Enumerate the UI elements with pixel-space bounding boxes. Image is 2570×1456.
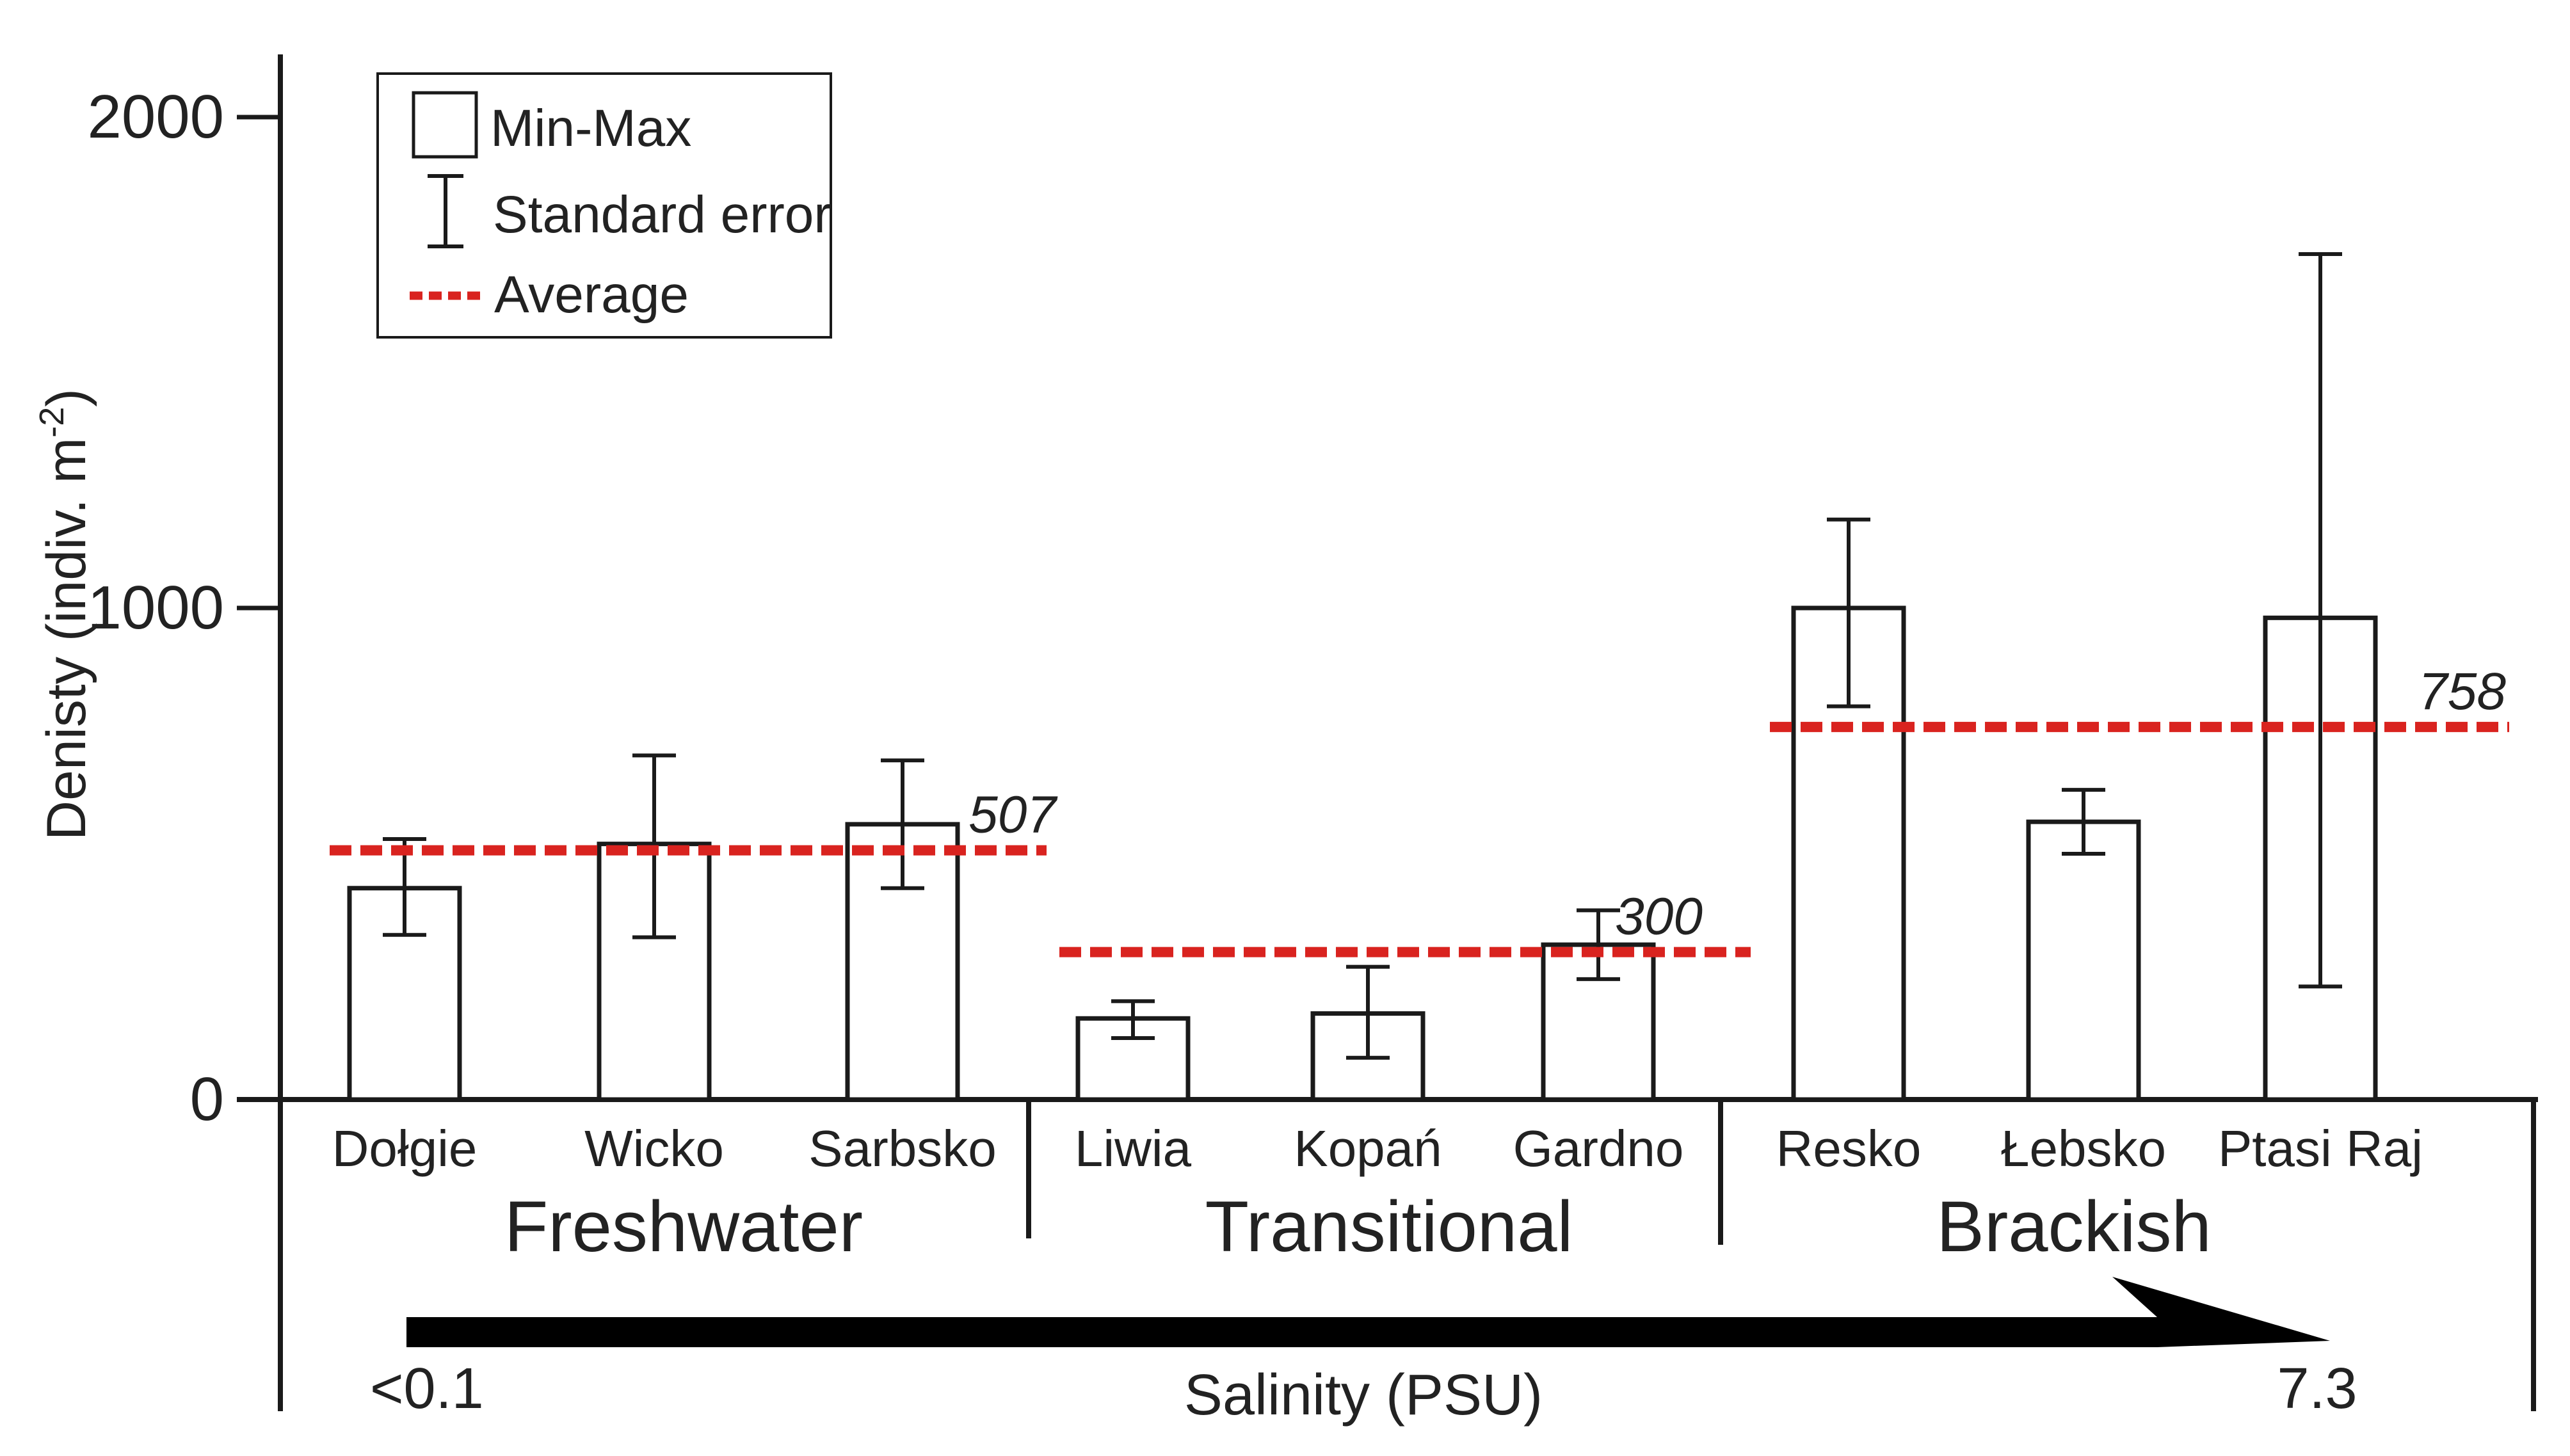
legend: Min-Max Standard error Average <box>376 72 832 339</box>
category-label-liwia: Liwia <box>1075 1120 1192 1177</box>
category-label-łebsko: Łebsko <box>2001 1120 2166 1177</box>
y-tick-label-1000: 1000 <box>87 573 224 642</box>
category-labels: Dołgie Wicko Sarbsko Liwia Kopań Gardno Resko Ł… <box>332 1120 2423 1177</box>
bar-resko <box>1791 605 1906 1102</box>
category-label-dołgie: Dołgie <box>332 1120 478 1177</box>
legend-average-label: Average <box>494 266 689 324</box>
salinity-min-label: <0.1 <box>370 1357 484 1421</box>
error-bar-łebsko <box>2062 788 2105 856</box>
y-tick-label-2000: 2000 <box>87 83 224 151</box>
category-label-sarbsko: Sarbsko <box>808 1120 996 1177</box>
average-labels: 507 300 758 <box>968 662 2506 946</box>
group-label-transitional: Transitional <box>1205 1187 1573 1267</box>
y-axis-title-sup: -2 <box>33 407 71 438</box>
error-bar-liwia <box>1111 999 1155 1040</box>
salinity-max-label: 7.3 <box>2277 1357 2357 1421</box>
bar-łebsko <box>2026 819 2141 1102</box>
average-lines-front <box>330 721 2509 957</box>
category-label-resko: Resko <box>1776 1120 1922 1177</box>
average-label-brackish: 758 <box>2418 662 2506 721</box>
category-label-ptasi-raj: Ptasi Raj <box>2218 1120 2423 1177</box>
y-ticks: 2000 1000 0 <box>87 83 280 1133</box>
legend-minmax-label: Min-Max <box>490 99 691 157</box>
group-label-brackish: Brackish <box>1936 1187 2211 1267</box>
y-axis-title-main: Denisty (indiv. m <box>36 438 97 840</box>
y-tick-label-0: 0 <box>190 1065 224 1133</box>
error-bar-kopań <box>1346 964 1390 1060</box>
error-bar-sarbsko <box>881 758 924 890</box>
salinity-title: Salinity (PSU) <box>1184 1363 1543 1427</box>
category-label-wicko: Wicko <box>584 1120 724 1177</box>
legend-error-label: Standard error <box>493 186 831 244</box>
category-label-gardno: Gardno <box>1513 1120 1684 1177</box>
average-label-freshwater: 507 <box>968 786 1058 844</box>
average-label-transitional: 300 <box>1615 888 1703 946</box>
legend-minmax-swatch <box>412 91 478 159</box>
error-bar-ptasi-raj <box>2299 252 2342 989</box>
salinity-arrow <box>406 1277 2330 1347</box>
error-bar-resko <box>1827 517 1870 708</box>
error-bar-gardno <box>1577 908 1620 981</box>
y-axis-title-close: ) <box>36 388 97 407</box>
y-axis-title: Denisty (indiv. m-2) <box>33 388 97 840</box>
legend-error-swatch <box>428 174 463 248</box>
group-label-freshwater: Freshwater <box>504 1187 863 1267</box>
category-label-kopań: Kopań <box>1294 1120 1442 1177</box>
